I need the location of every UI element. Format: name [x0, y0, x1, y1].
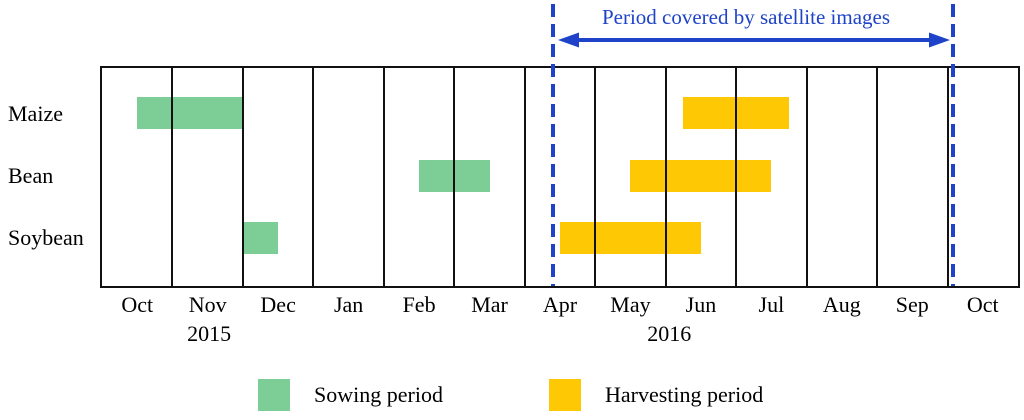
- legend-item-harvesting: Harvesting period: [549, 378, 763, 411]
- satellite-period-end-line: [951, 4, 956, 286]
- month-gridline: [594, 68, 597, 286]
- legend-item-sowing: Sowing period: [258, 378, 443, 411]
- sowing-swatch: [258, 378, 290, 411]
- month-gridline: [664, 68, 667, 286]
- month-gridline: [382, 68, 385, 286]
- month-gridline: [735, 68, 738, 286]
- annotation-label: Period covered by satellite images: [601, 5, 891, 29]
- x-tick-may-7: May: [610, 292, 651, 317]
- month-gridline: [453, 68, 456, 286]
- year-label-2015: 2015: [187, 321, 232, 346]
- double-arrow-icon: [558, 32, 950, 48]
- x-tick-dec-2: Dec: [260, 292, 296, 317]
- harvesting-swatch: [549, 378, 581, 411]
- month-gridline: [876, 68, 879, 286]
- x-tick-jun-8: Jun: [685, 292, 717, 317]
- x-tick-nov-1: Nov: [188, 292, 227, 317]
- maize-sowing-bar: [137, 97, 243, 129]
- plot-area: [100, 66, 1020, 288]
- month-gridline: [805, 68, 808, 286]
- x-tick-jul-9: Jul: [758, 292, 785, 317]
- satellite-period-start-line: [550, 4, 555, 286]
- x-tick-oct-0: Oct: [121, 292, 154, 317]
- row-label-maize: Maize: [8, 101, 63, 126]
- x-tick-apr-6: Apr: [542, 292, 578, 317]
- year-label-2016: 2016: [647, 321, 692, 346]
- x-tick-aug-10: Aug: [822, 292, 861, 317]
- month-gridline: [171, 68, 174, 286]
- month-gridline: [312, 68, 315, 286]
- sowing-legend-label: Sowing period: [314, 381, 443, 407]
- x-tick-feb-4: Feb: [402, 292, 436, 317]
- month-gridline: [241, 68, 244, 286]
- x-tick-oct-12: Oct: [966, 292, 999, 317]
- row-label-bean: Bean: [8, 163, 54, 188]
- soybean-harvesting-bar: [560, 222, 701, 254]
- x-tick-mar-5: Mar: [471, 292, 508, 317]
- soybean-sowing-bar: [242, 222, 279, 254]
- month-gridline: [523, 68, 526, 286]
- harvesting-legend-label: Harvesting period: [605, 381, 764, 407]
- x-tick-jan-3: Jan: [333, 292, 364, 317]
- month-gridline: [946, 68, 949, 286]
- x-tick-sep-11: Sep: [895, 292, 929, 317]
- bean-harvesting-bar: [630, 160, 772, 192]
- row-label-soybean: Soybean: [8, 225, 84, 250]
